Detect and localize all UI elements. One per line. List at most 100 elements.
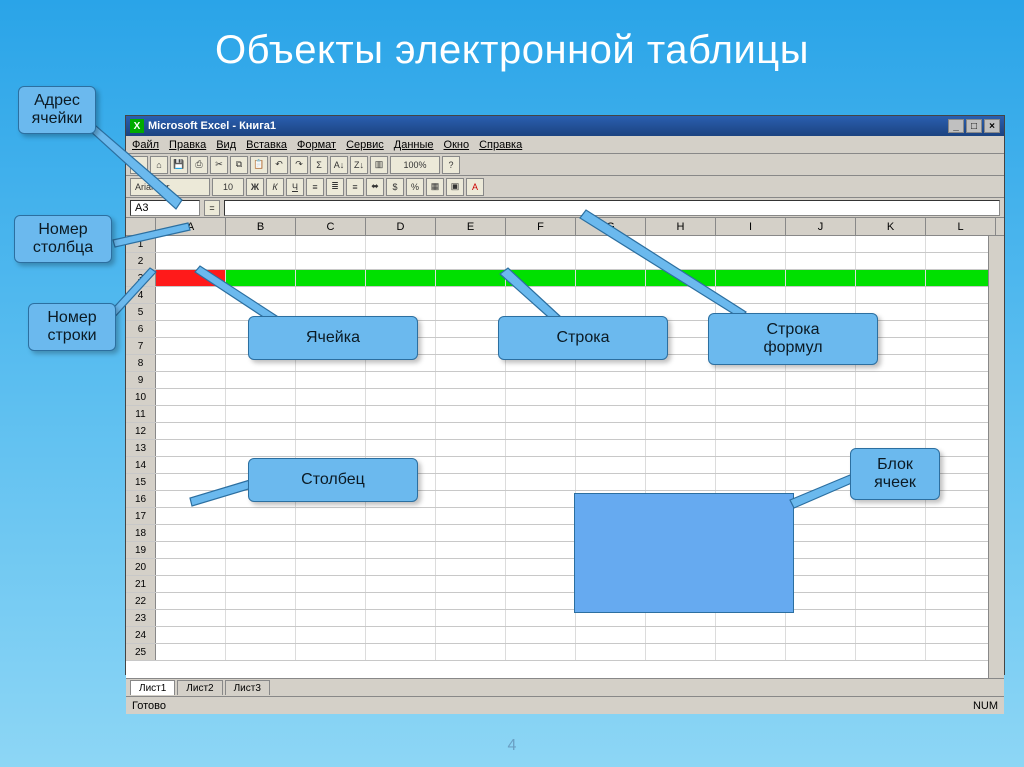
grid-cell[interactable]: [156, 338, 226, 354]
chart-icon[interactable]: ▥: [370, 156, 388, 174]
grid-cell[interactable]: [646, 389, 716, 405]
grid-cell[interactable]: [156, 508, 226, 524]
grid-cell[interactable]: [156, 355, 226, 371]
grid-cell[interactable]: [576, 253, 646, 269]
grid-cell[interactable]: [856, 236, 926, 252]
grid-cell[interactable]: [156, 236, 226, 252]
row-header[interactable]: 25: [126, 644, 156, 660]
row-header[interactable]: 3: [126, 270, 156, 286]
italic-icon[interactable]: К: [266, 178, 284, 196]
row-header[interactable]: 16: [126, 491, 156, 507]
grid-cell[interactable]: [506, 610, 576, 626]
grid-cell[interactable]: [296, 593, 366, 609]
grid-cell[interactable]: [156, 593, 226, 609]
menu-insert[interactable]: Вставка: [246, 139, 287, 151]
grid-cell[interactable]: [506, 253, 576, 269]
grid-cell[interactable]: [926, 525, 996, 541]
grid-cell[interactable]: [296, 508, 366, 524]
grid-cell[interactable]: [576, 457, 646, 473]
grid-cell[interactable]: [156, 372, 226, 388]
grid-cell[interactable]: [786, 576, 856, 592]
grid-cell[interactable]: [366, 253, 436, 269]
print-icon[interactable]: ⎙: [190, 156, 208, 174]
grid-cell[interactable]: [506, 525, 576, 541]
grid-cell[interactable]: [436, 423, 506, 439]
fill-color-icon[interactable]: ▣: [446, 178, 464, 196]
grid-cell[interactable]: [716, 644, 786, 660]
grid-cell[interactable]: [296, 406, 366, 422]
grid-cell[interactable]: [156, 406, 226, 422]
grid-cell[interactable]: [436, 406, 506, 422]
grid-cell[interactable]: [786, 627, 856, 643]
grid-cell[interactable]: [856, 253, 926, 269]
row-header[interactable]: 1: [126, 236, 156, 252]
grid-cell[interactable]: [296, 576, 366, 592]
grid-cell[interactable]: [366, 610, 436, 626]
column-header-D[interactable]: D: [366, 218, 436, 235]
grid-cell[interactable]: [366, 644, 436, 660]
grid-cell[interactable]: [226, 542, 296, 558]
grid-cell[interactable]: [436, 508, 506, 524]
grid-cell[interactable]: [226, 236, 296, 252]
grid-cell[interactable]: [436, 321, 506, 337]
help-icon[interactable]: ?: [442, 156, 460, 174]
grid-cell[interactable]: [506, 440, 576, 456]
grid-cell[interactable]: [226, 576, 296, 592]
merge-icon[interactable]: ⬌: [366, 178, 384, 196]
sheet-tab-3[interactable]: Лист3: [225, 680, 270, 695]
grid-cell[interactable]: [436, 270, 506, 286]
grid-cell[interactable]: [366, 627, 436, 643]
menu-file[interactable]: Файл: [132, 139, 159, 151]
grid-cell[interactable]: [926, 389, 996, 405]
grid-cell[interactable]: [926, 270, 996, 286]
grid-cell[interactable]: [926, 253, 996, 269]
formula-input[interactable]: [224, 200, 1000, 216]
grid-cell[interactable]: [366, 593, 436, 609]
copy-icon[interactable]: ⧉: [230, 156, 248, 174]
grid-cell[interactable]: [506, 406, 576, 422]
grid-cell[interactable]: [576, 440, 646, 456]
row-header[interactable]: 15: [126, 474, 156, 490]
menu-tools[interactable]: Сервис: [346, 139, 384, 151]
sort-desc-icon[interactable]: Z↓: [350, 156, 368, 174]
grid-cell[interactable]: [436, 287, 506, 303]
grid-cell[interactable]: [716, 389, 786, 405]
grid-cell[interactable]: [646, 627, 716, 643]
menu-help[interactable]: Справка: [479, 139, 522, 151]
maximize-button[interactable]: □: [966, 119, 982, 133]
grid-cell[interactable]: [856, 270, 926, 286]
grid-cell[interactable]: [226, 372, 296, 388]
grid-cell[interactable]: [506, 236, 576, 252]
grid-cell[interactable]: [926, 287, 996, 303]
grid-cell[interactable]: [786, 542, 856, 558]
grid-cell[interactable]: [786, 236, 856, 252]
grid-cell[interactable]: [926, 508, 996, 524]
grid-cell[interactable]: [786, 559, 856, 575]
grid-cell[interactable]: [366, 372, 436, 388]
align-center-icon[interactable]: ≣: [326, 178, 344, 196]
grid-cell[interactable]: [366, 423, 436, 439]
row-header[interactable]: 6: [126, 321, 156, 337]
grid-cell[interactable]: [786, 474, 856, 490]
grid-cell[interactable]: [366, 440, 436, 456]
grid-cell[interactable]: [156, 321, 226, 337]
grid-cell[interactable]: [926, 406, 996, 422]
row-header[interactable]: 10: [126, 389, 156, 405]
grid-cell[interactable]: [926, 627, 996, 643]
row-header[interactable]: 11: [126, 406, 156, 422]
row-header[interactable]: 5: [126, 304, 156, 320]
grid-cell[interactable]: [716, 474, 786, 490]
grid-cell[interactable]: [296, 627, 366, 643]
grid-cell[interactable]: [786, 406, 856, 422]
grid-cell[interactable]: [716, 423, 786, 439]
grid-cell[interactable]: [576, 389, 646, 405]
grid-cell[interactable]: [646, 474, 716, 490]
grid-cell[interactable]: [436, 525, 506, 541]
grid-cell[interactable]: [226, 253, 296, 269]
grid-cell[interactable]: [786, 253, 856, 269]
grid-cell[interactable]: [296, 559, 366, 575]
bold-icon[interactable]: Ж: [246, 178, 264, 196]
sheet-tab-1[interactable]: Лист1: [130, 680, 175, 695]
grid-cell[interactable]: [296, 389, 366, 405]
grid-cell[interactable]: [156, 542, 226, 558]
